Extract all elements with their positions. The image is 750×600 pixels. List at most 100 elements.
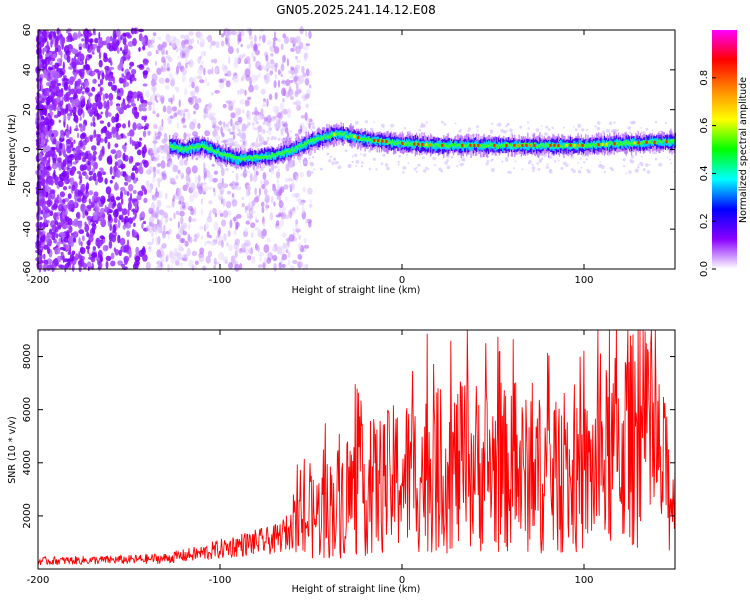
spectrogram-noise-point (289, 80, 294, 83)
spectrogram-noise-point (215, 41, 220, 49)
spectrogram-noise-point (105, 109, 109, 118)
spectrogram-noise-point (249, 210, 256, 214)
spectrogram-noise-point (273, 201, 276, 207)
spectrogram-ridge-cell (319, 134, 321, 140)
spectrogram-noise-point (51, 57, 56, 62)
spectrogram-noise-point (527, 161, 531, 165)
spectrogram-noise-point (491, 122, 494, 126)
spectrogram-noise-point (189, 121, 196, 130)
spectrogram-ridge-cell (570, 145, 573, 149)
spectrogram-noise-point (81, 91, 85, 95)
spectrogram-ridge-cell (254, 154, 256, 159)
spectrogram-ridge-cell (584, 143, 586, 148)
spectrogram-ridge-cell (303, 141, 305, 146)
spectrogram-noise-point (49, 210, 54, 217)
spectrogram-noise-point (651, 129, 654, 132)
spectrogram-noise-point (270, 137, 274, 141)
spectrogram-noise-point (41, 59, 47, 65)
spectrogram-noise-point (558, 159, 560, 162)
spectrogram-ridge-cell (349, 133, 351, 136)
spectrogram-ridge-cell (472, 143, 474, 147)
spectrogram-noise-point (42, 231, 46, 235)
spectrogram-noise-point (277, 124, 281, 128)
spectrogram-ridge-cell (572, 143, 574, 147)
spectrogram-ridge-cell (672, 139, 674, 144)
spectrogram-noise-point (65, 224, 70, 229)
spectrogram-noise-point (42, 222, 46, 230)
spectrogram-noise-point (122, 123, 126, 129)
spectrogram-noise-point (67, 32, 73, 41)
spectrogram-noise-point (303, 160, 308, 165)
spectrogram-ridge-cell (260, 155, 263, 159)
spectrogram-noise-point (344, 149, 348, 153)
spectrogram-noise-point (240, 139, 243, 142)
spectrogram-noise-point (130, 97, 135, 106)
spectrogram-ridge-cell (222, 153, 224, 156)
spectrogram-noise-point (196, 181, 202, 187)
spectrogram-noise-point (105, 102, 110, 111)
spectrogram-noise-point (143, 160, 149, 168)
spectrogram-ridge-cell (289, 150, 291, 154)
spectrogram-noise-point (206, 82, 210, 87)
spectrogram-ridge-cell (263, 156, 265, 160)
spectrogram-noise-point (244, 239, 250, 244)
spectrogram-noise-point (193, 265, 197, 270)
spectrogram-noise-point (148, 207, 154, 214)
spectrogram-noise-point (172, 194, 176, 200)
spectrogram-noise-point (122, 36, 127, 46)
spectrogram-noise-point (119, 237, 126, 246)
spectrogram-noise-point (306, 170, 312, 178)
spectrogram-noise-point (67, 237, 73, 243)
spectrogram-ridge-cell (257, 156, 259, 159)
spectrogram-noise-point (128, 95, 132, 99)
spectrogram-noise-point (53, 202, 57, 208)
spectrogram-ridge-cell (206, 147, 208, 150)
spectrogram-noise-point (308, 203, 313, 208)
spectrogram-noise-point (45, 138, 49, 143)
spectrogram-noise-point (72, 166, 76, 175)
spectrogram-noise-point (107, 81, 113, 87)
spectrogram-noise-point (269, 70, 273, 76)
spectrogram-ridge-cell (483, 144, 485, 148)
spectrogram-noise-point (581, 128, 585, 132)
spectrogram-noise-point (71, 99, 74, 107)
spectrogram-noise-point (73, 237, 77, 243)
spectrogram-noise-point (188, 223, 191, 231)
spectrogram-ridge-cell (198, 145, 200, 149)
spectrogram-noise-point (241, 132, 243, 135)
spectrogram-ridge-cell (531, 142, 533, 146)
spectrogram-noise-point (259, 254, 262, 262)
spectrogram-noise-point (496, 124, 499, 126)
spectrogram-noise-point (297, 261, 303, 268)
spectrogram-ridge-cell (372, 139, 374, 143)
spectrogram-noise-point (285, 195, 288, 202)
spectrogram-ridge-cell (609, 138, 611, 148)
spectrogram-noise-point (192, 131, 198, 137)
spectrogram-ridge-cell (241, 157, 243, 161)
spectrogram-ridge-cell (502, 144, 504, 148)
spectrogram-ridge-cell (545, 142, 548, 146)
spectrogram-ridge-cell (175, 145, 177, 149)
spectrogram-noise-point (274, 92, 278, 100)
spectrogram-noise-point (76, 211, 81, 220)
spectrogram-noise-point (98, 31, 101, 39)
spectrogram-ridge-cell (438, 143, 441, 147)
spectrogram-ridge-cell (540, 142, 542, 146)
spectrogram-ridge-cell (238, 157, 241, 161)
spectrogram-ridge-cell (181, 146, 183, 151)
spectrogram-ridge-cell (234, 155, 236, 159)
spectrogram-noise-point (215, 67, 218, 76)
spectrogram-noise-point (218, 78, 223, 84)
spectrogram-noise-point (108, 58, 111, 63)
spectrogram-noise-point (296, 104, 301, 111)
spectrogram-noise-point (204, 241, 207, 247)
spectrogram-ridge-peak (417, 142, 420, 146)
spectrogram-noise-point (82, 171, 87, 176)
spectrogram-noise-point (40, 177, 46, 187)
spectrogram-noise-point (62, 186, 68, 191)
spectrogram-noise-point (253, 56, 256, 62)
spectrogram-ridge-cell (673, 139, 675, 142)
spectrogram-noise-point (89, 175, 94, 181)
spectrogram-noise-point (132, 91, 138, 99)
spectrogram-ridge-cell (594, 142, 597, 146)
